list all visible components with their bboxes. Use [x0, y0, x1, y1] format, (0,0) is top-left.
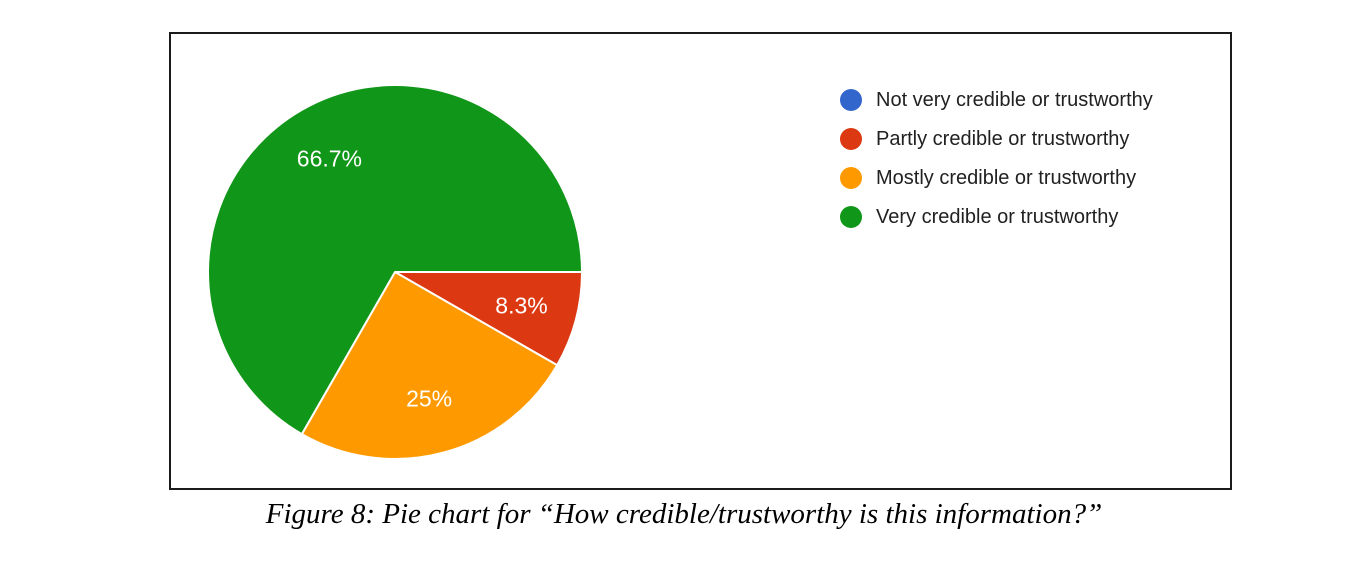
- legend-item: Very credible or trustworthy: [840, 197, 1153, 236]
- pie-slice: [300, 271, 559, 460]
- pie-chart: 8.3% 25% 66.7%: [207, 84, 583, 460]
- legend-label: Very credible or trustworthy: [876, 205, 1119, 228]
- pie-chart-container: 8.3% 25% 66.7%: [205, 82, 585, 462]
- legend-swatch-icon: [840, 166, 862, 189]
- legend-swatch-icon: [840, 127, 862, 150]
- legend-item: Not very credible or trustworthy: [840, 80, 1153, 119]
- legend-label: Partly credible or trustworthy: [876, 127, 1130, 150]
- pie-slice: [207, 84, 583, 436]
- legend-swatch-icon: [840, 205, 862, 228]
- legend-swatch-icon: [840, 88, 862, 111]
- pie-slice: [394, 271, 583, 367]
- legend-label: Mostly credible or trustworthy: [876, 166, 1137, 189]
- legend-item: Partly credible or trustworthy: [840, 119, 1153, 158]
- figure-caption: Figure 8: Pie chart for “How credible/tr…: [265, 498, 1103, 530]
- legend: Not very credible or trustworthy Partly c…: [840, 80, 1153, 236]
- figure-frame: 8.3% 25% 66.7% Not very credible or trustw…: [169, 32, 1232, 490]
- pie-slice-label: 8.3%: [495, 293, 547, 319]
- pie-slice-label: 66.7%: [297, 146, 362, 172]
- legend-item: Mostly credible or trustworthy: [840, 158, 1153, 197]
- pie-slice-label: 25%: [406, 385, 452, 411]
- legend-label: Not very credible or trustworthy: [876, 88, 1153, 111]
